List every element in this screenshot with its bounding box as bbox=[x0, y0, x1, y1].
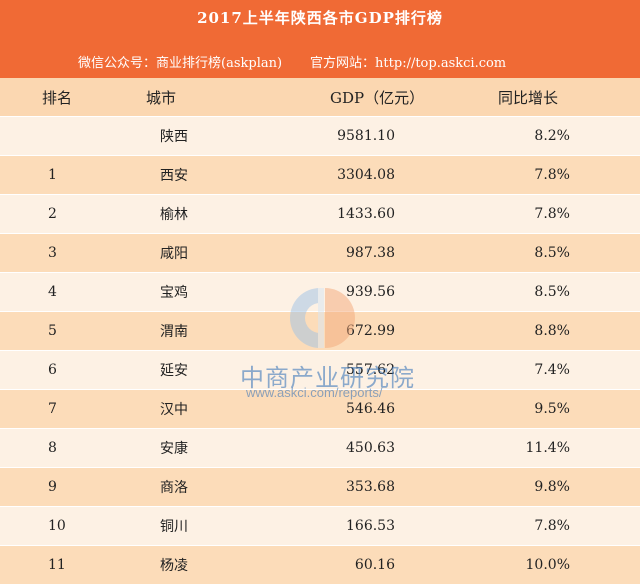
table-row: 1 西安 3304.08 7.8% bbox=[0, 155, 640, 195]
growth-cell: 9.5% bbox=[430, 389, 640, 429]
rank-cell: 10 bbox=[0, 506, 110, 546]
city-cell: 延安 bbox=[110, 350, 240, 390]
rank-cell: 7 bbox=[0, 389, 110, 429]
city-cell: 咸阳 bbox=[110, 233, 240, 273]
chart-title: 2017上半年陕西各市GDP排行榜 bbox=[197, 9, 443, 27]
table-row: 3 咸阳 987.38 8.5% bbox=[0, 233, 640, 273]
table-row: 10 铜川 166.53 7.8% bbox=[0, 506, 640, 546]
growth-cell: 8.8% bbox=[430, 311, 640, 351]
watermark-name: 中商产业研究院 bbox=[240, 364, 415, 392]
column-header-rank: 排名 bbox=[0, 78, 110, 117]
city-cell: 铜川 bbox=[110, 506, 240, 546]
table-row: 陕西 9581.10 8.2% bbox=[0, 116, 640, 156]
gdp-cell: 546.46 bbox=[240, 389, 430, 429]
rank-cell: 4 bbox=[0, 272, 110, 312]
city-cell: 杨凌 bbox=[110, 545, 240, 585]
rank-cell bbox=[0, 116, 110, 156]
growth-cell: 8.5% bbox=[430, 233, 640, 273]
rank-cell: 3 bbox=[0, 233, 110, 273]
growth-cell: 7.4% bbox=[430, 350, 640, 390]
column-header-city: 城市 bbox=[110, 78, 240, 117]
table-row: 2 榆林 1433.60 7.8% bbox=[0, 194, 640, 234]
gdp-cell: 166.53 bbox=[240, 506, 430, 546]
rank-cell: 5 bbox=[0, 311, 110, 351]
growth-cell: 9.8% bbox=[430, 467, 640, 507]
city-cell: 榆林 bbox=[110, 194, 240, 234]
table-header-row: 排名 城市 GDP（亿元） 同比增长 bbox=[0, 78, 640, 117]
table-row: 7 汉中 546.46 9.5% bbox=[0, 389, 640, 429]
gdp-cell: 3304.08 bbox=[240, 155, 430, 195]
city-cell: 陕西 bbox=[110, 116, 240, 156]
title-banner: 2017上半年陕西各市GDP排行榜 微信公众号：商业排行榜(askplan) 官方… bbox=[0, 0, 640, 78]
table-row: 9 商洛 353.68 9.8% bbox=[0, 467, 640, 507]
city-cell: 商洛 bbox=[110, 467, 240, 507]
watermark-logo-icon bbox=[290, 288, 355, 348]
growth-cell: 7.8% bbox=[430, 155, 640, 195]
city-cell: 宝鸡 bbox=[110, 272, 240, 312]
city-cell: 西安 bbox=[110, 155, 240, 195]
city-cell: 汉中 bbox=[110, 389, 240, 429]
growth-cell: 7.8% bbox=[430, 194, 640, 234]
rank-cell: 2 bbox=[0, 194, 110, 234]
growth-cell: 8.5% bbox=[430, 272, 640, 312]
rank-cell: 1 bbox=[0, 155, 110, 195]
growth-cell: 7.8% bbox=[430, 506, 640, 546]
growth-cell: 11.4% bbox=[430, 428, 640, 468]
gdp-cell: 353.68 bbox=[240, 467, 430, 507]
rank-cell: 9 bbox=[0, 467, 110, 507]
gdp-cell: 1433.60 bbox=[240, 194, 430, 234]
rank-cell: 8 bbox=[0, 428, 110, 468]
wechat-account: 微信公众号：商业排行榜(askplan) bbox=[78, 56, 283, 71]
gdp-cell: 450.63 bbox=[240, 428, 430, 468]
city-cell: 安康 bbox=[110, 428, 240, 468]
table-row: 11 杨凌 60.16 10.0% bbox=[0, 545, 640, 585]
city-cell: 渭南 bbox=[110, 311, 240, 351]
rank-cell: 11 bbox=[0, 545, 110, 585]
rank-cell: 6 bbox=[0, 350, 110, 390]
watermark-url: www.askci.com/reports/ bbox=[246, 385, 383, 400]
gdp-cell: 9581.10 bbox=[240, 116, 430, 156]
official-website: 官方网站：http://top.askci.com bbox=[310, 56, 507, 71]
growth-cell: 10.0% bbox=[430, 545, 640, 585]
table-row: 6 延安 557.62 7.4% bbox=[0, 350, 640, 390]
column-header-gdp: GDP（亿元） bbox=[240, 78, 430, 117]
table-row: 8 安康 450.63 11.4% bbox=[0, 428, 640, 468]
column-header-growth: 同比增长 bbox=[430, 78, 640, 117]
gdp-cell: 987.38 bbox=[240, 233, 430, 273]
growth-cell: 8.2% bbox=[430, 116, 640, 156]
gdp-cell: 557.62 bbox=[240, 350, 430, 390]
subtitle: 微信公众号：商业排行榜(askplan) 官方网站：http://top.askc… bbox=[78, 52, 506, 71]
gdp-cell: 60.16 bbox=[240, 545, 430, 585]
